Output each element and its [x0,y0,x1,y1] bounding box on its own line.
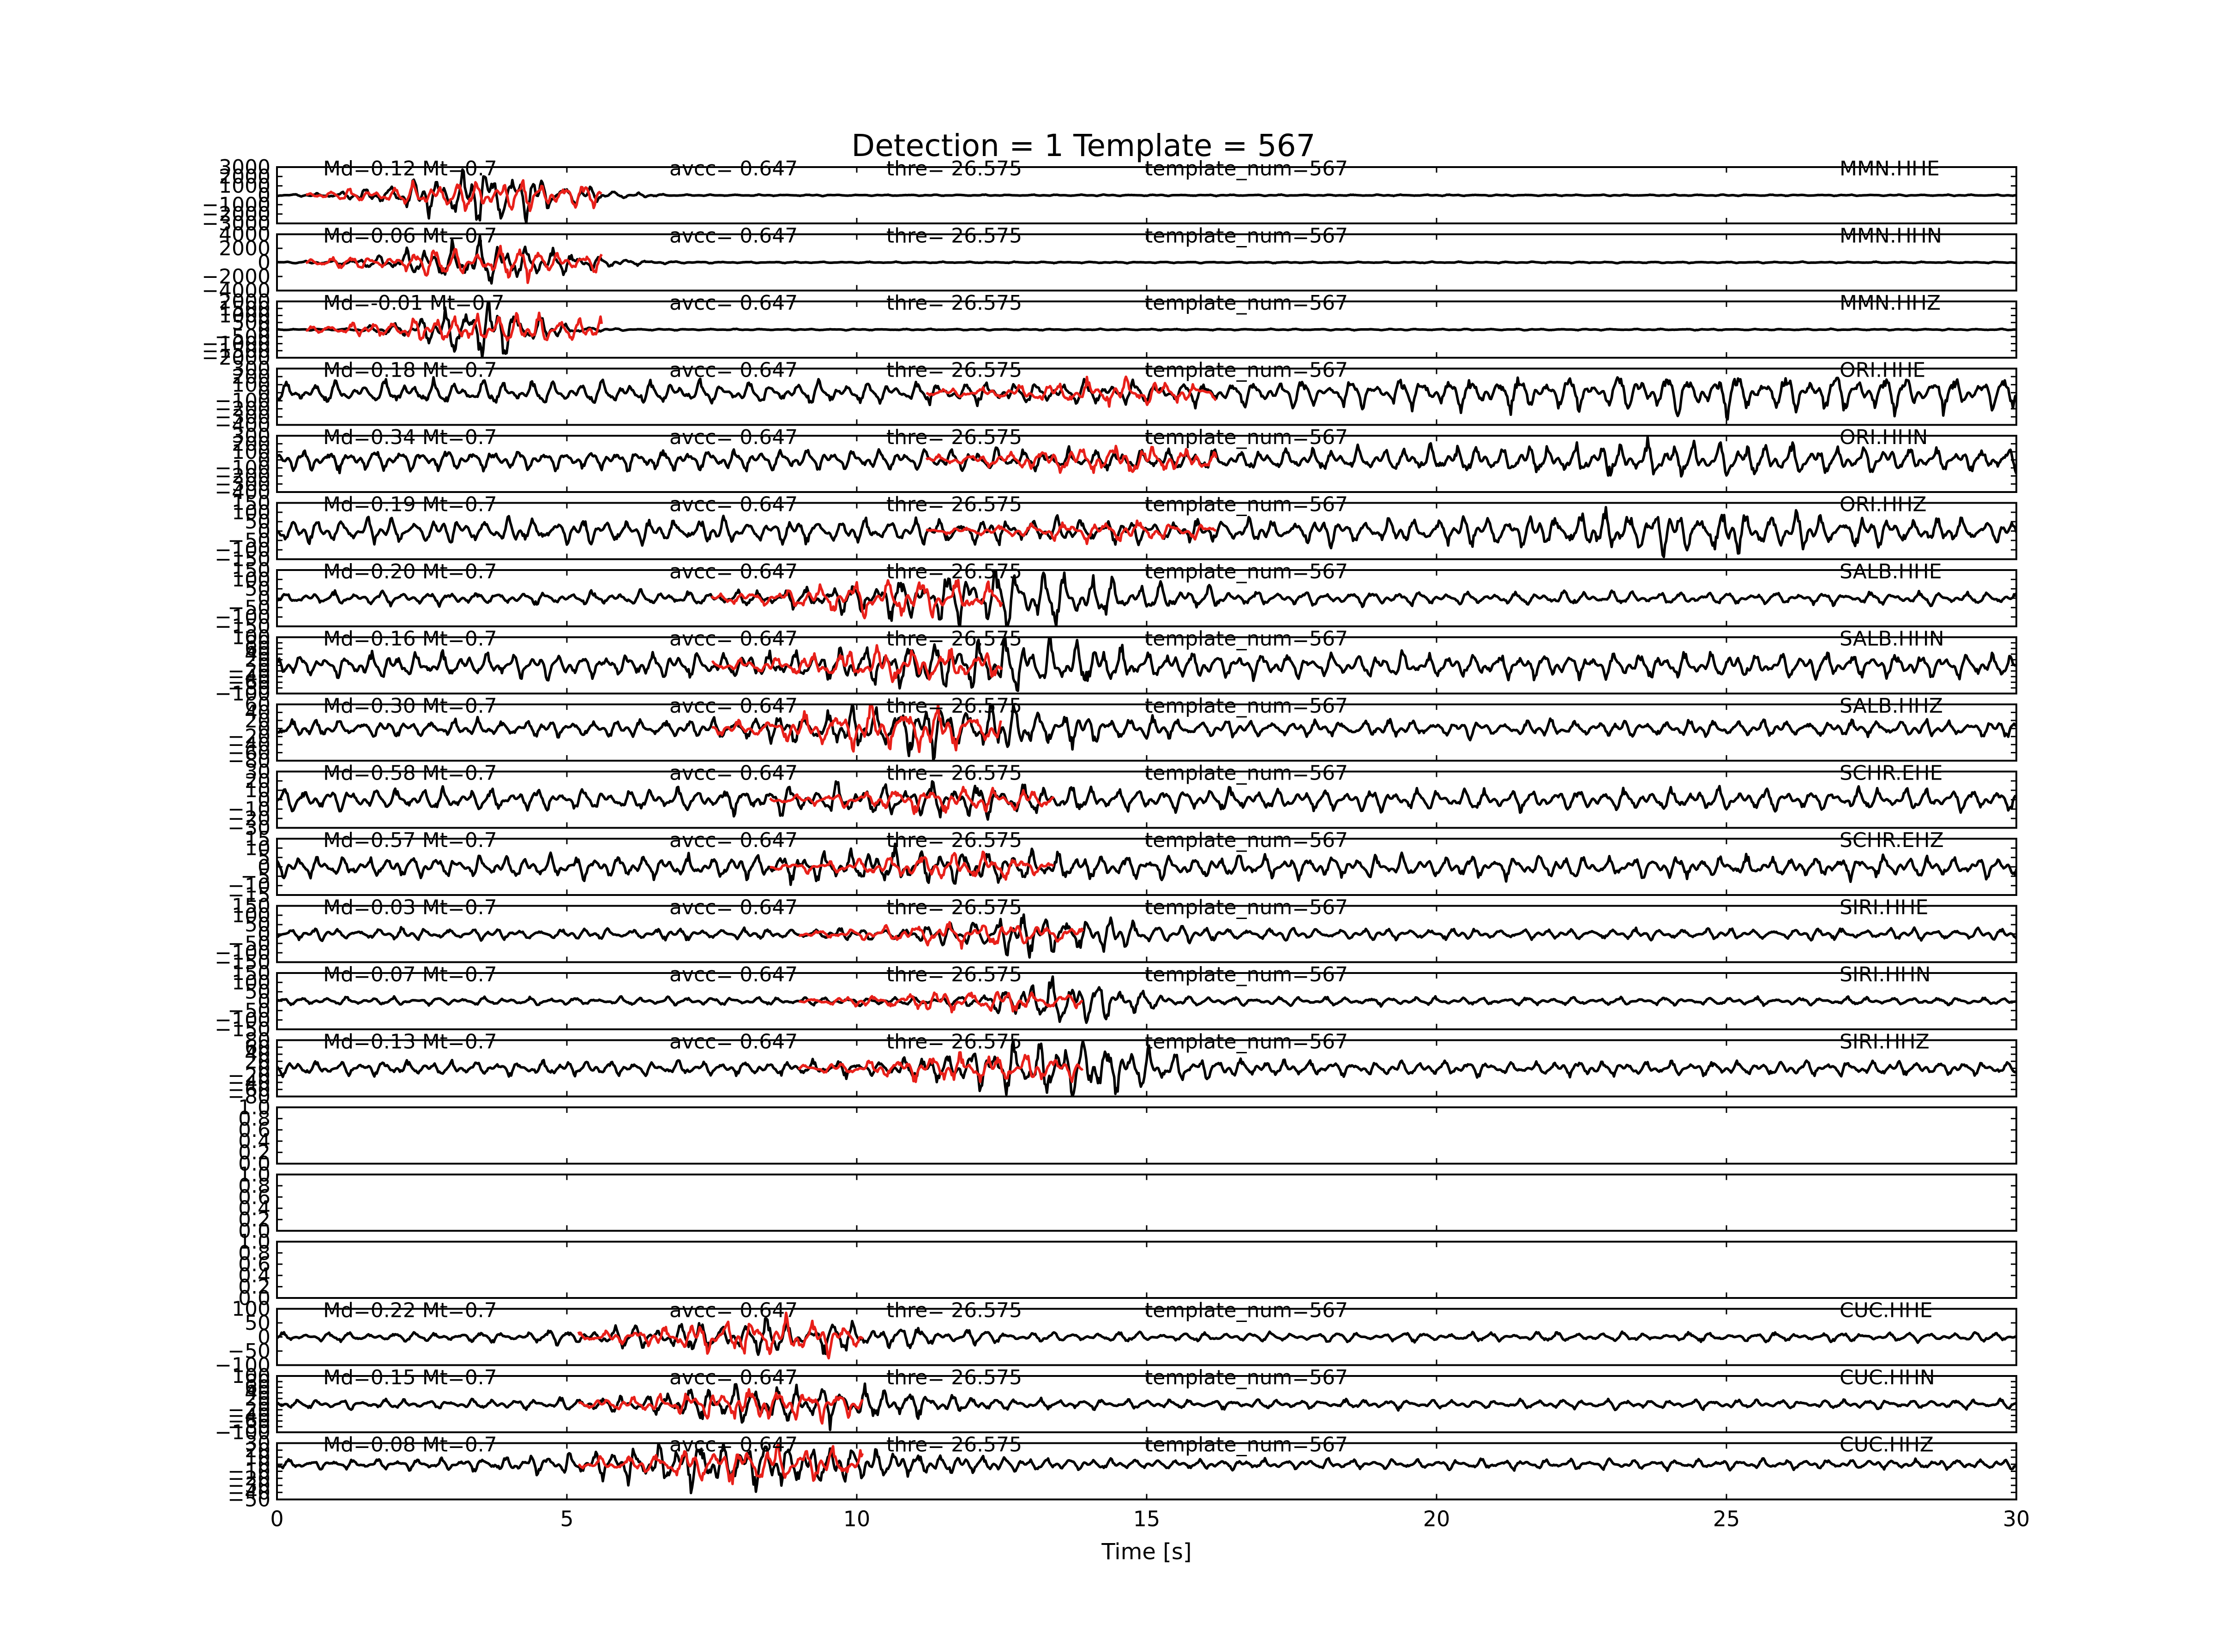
template-num-label: template_num=567 [1145,560,1348,583]
x-tick-label: 15 [1133,1507,1161,1532]
station-label: CUC.HHZ [1840,1433,1934,1457]
md-label: Md=0.13 Mt=0.7 [323,1030,497,1054]
thre-label: thre= 26.575 [886,829,1022,852]
thre-label: thre= 26.575 [886,157,1022,180]
template-num-label: template_num=567 [1145,426,1348,449]
template-num-label: template_num=567 [1145,291,1348,315]
template-num-label: template_num=567 [1145,694,1348,718]
panel-mmn-hhe: 3000200010000−1000−2000−3000Md=0.12 Mt=0… [202,156,2016,235]
thre-label: thre= 26.575 [886,359,1022,382]
avcc-label: avcc= 0.647 [669,359,798,382]
station-label: ORI.HHE [1840,359,1925,382]
x-tick-label: 30 [2003,1507,2030,1532]
avcc-label: avcc= 0.647 [669,224,798,248]
station-label: SIRI.HHN [1840,963,1931,986]
x-tick-label: 20 [1423,1507,1450,1532]
template-num-label: template_num=567 [1145,157,1348,180]
avcc-label: avcc= 0.647 [669,291,798,315]
thre-label: thre= 26.575 [886,224,1022,248]
x-axis-label: Time [s] [1101,1539,1191,1565]
station-label: SCHR.EHE [1840,762,1942,785]
thre-label: thre= 26.575 [886,560,1022,583]
station-label: SIRI.HHE [1840,896,1928,919]
avcc-label: avcc= 0.647 [669,1030,798,1054]
avcc-label: avcc= 0.647 [669,762,798,785]
station-label: SALB.HHE [1840,560,1942,583]
station-label: SIRI.HHZ [1840,1030,1930,1054]
md-label: Md=0.06 Mt=0.7 [323,224,497,248]
station-label: ORI.HHN [1840,426,1928,449]
thre-label: thre= 26.575 [886,762,1022,785]
template-num-label: template_num=567 [1145,627,1348,651]
template-num-label: template_num=567 [1145,829,1348,852]
md-label: Md=0.30 Mt=0.7 [323,694,497,718]
station-label: SCHR.EHZ [1840,829,1944,852]
md-label: Md=0.12 Mt=0.7 [323,157,497,180]
station-label: ORI.HHZ [1840,493,1926,517]
y-tick-label: −50 [228,1488,271,1512]
md-label: Md=0.07 Mt=0.7 [323,963,497,986]
md-label: Md=0.34 Mt=0.7 [323,426,497,449]
station-label: MMN.HHN [1840,224,1942,248]
station-label: CUC.HHE [1840,1299,1933,1322]
md-label: Md=0.08 Mt=0.7 [323,1433,497,1457]
md-label: Md=0.03 Mt=0.7 [323,896,497,919]
template-num-label: template_num=567 [1145,1433,1348,1457]
avcc-label: avcc= 0.647 [669,426,798,449]
thre-label: thre= 26.575 [886,493,1022,517]
avcc-label: avcc= 0.647 [669,627,798,651]
avcc-label: avcc= 0.647 [669,157,798,180]
template-num-label: template_num=567 [1145,359,1348,382]
template-num-label: template_num=567 [1145,963,1348,986]
x-tick-label: 0 [270,1507,283,1532]
md-label: Md=0.57 Mt=0.7 [323,829,497,852]
station-label: MMN.HHZ [1840,291,1941,315]
thre-label: thre= 26.575 [886,694,1022,718]
md-label: Md=0.15 Mt=0.7 [323,1366,497,1389]
avcc-label: avcc= 0.647 [669,560,798,583]
station-label: SALB.HHZ [1840,694,1943,718]
template-num-label: template_num=567 [1145,1299,1348,1322]
template-num-label: template_num=567 [1145,896,1348,919]
template-num-label: template_num=567 [1145,762,1348,785]
template-num-label: template_num=567 [1145,1366,1348,1389]
avcc-label: avcc= 0.647 [669,896,798,919]
avcc-label: avcc= 0.647 [669,694,798,718]
station-label: CUC.HHN [1840,1366,1935,1389]
avcc-label: avcc= 0.647 [669,1366,798,1389]
md-label: Md=0.22 Mt=0.7 [323,1299,497,1322]
thre-label: thre= 26.575 [886,896,1022,919]
md-label: Md=0.58 Mt=0.7 [323,762,497,785]
thre-label: thre= 26.575 [886,1299,1022,1322]
x-tick-label: 25 [1713,1507,1740,1532]
md-label: Md=-0.01 Mt=0.7 [323,291,505,315]
thre-label: thre= 26.575 [886,1366,1022,1389]
md-label: Md=0.18 Mt=0.7 [323,359,497,382]
avcc-label: avcc= 0.647 [669,493,798,517]
thre-label: thre= 26.575 [886,627,1022,651]
template-num-label: template_num=567 [1145,224,1348,248]
station-label: MMN.HHE [1840,157,1940,180]
template-num-label: template_num=567 [1145,1030,1348,1054]
thre-label: thre= 26.575 [886,1030,1022,1054]
avcc-label: avcc= 0.647 [669,829,798,852]
thre-label: thre= 26.575 [886,426,1022,449]
md-label: Md=0.19 Mt=0.7 [323,493,497,517]
md-label: Md=0.20 Mt=0.7 [323,560,497,583]
avcc-label: avcc= 0.647 [669,1299,798,1322]
x-tick-label: 5 [560,1507,573,1532]
thre-label: thre= 26.575 [886,291,1022,315]
panel-mmn-hhn: 400020000−2000−4000Md=0.06 Mt=0.7 avcc= 0… [202,223,2016,303]
thre-label: thre= 26.575 [886,1433,1022,1457]
x-tick-label: 10 [843,1507,871,1532]
template-num-label: template_num=567 [1145,493,1348,517]
station-label: SALB.HHN [1840,627,1944,651]
avcc-label: avcc= 0.647 [669,1433,798,1457]
md-label: Md=0.16 Mt=0.7 [323,627,497,651]
avcc-label: avcc= 0.647 [669,963,798,986]
thre-label: thre= 26.575 [886,963,1022,986]
